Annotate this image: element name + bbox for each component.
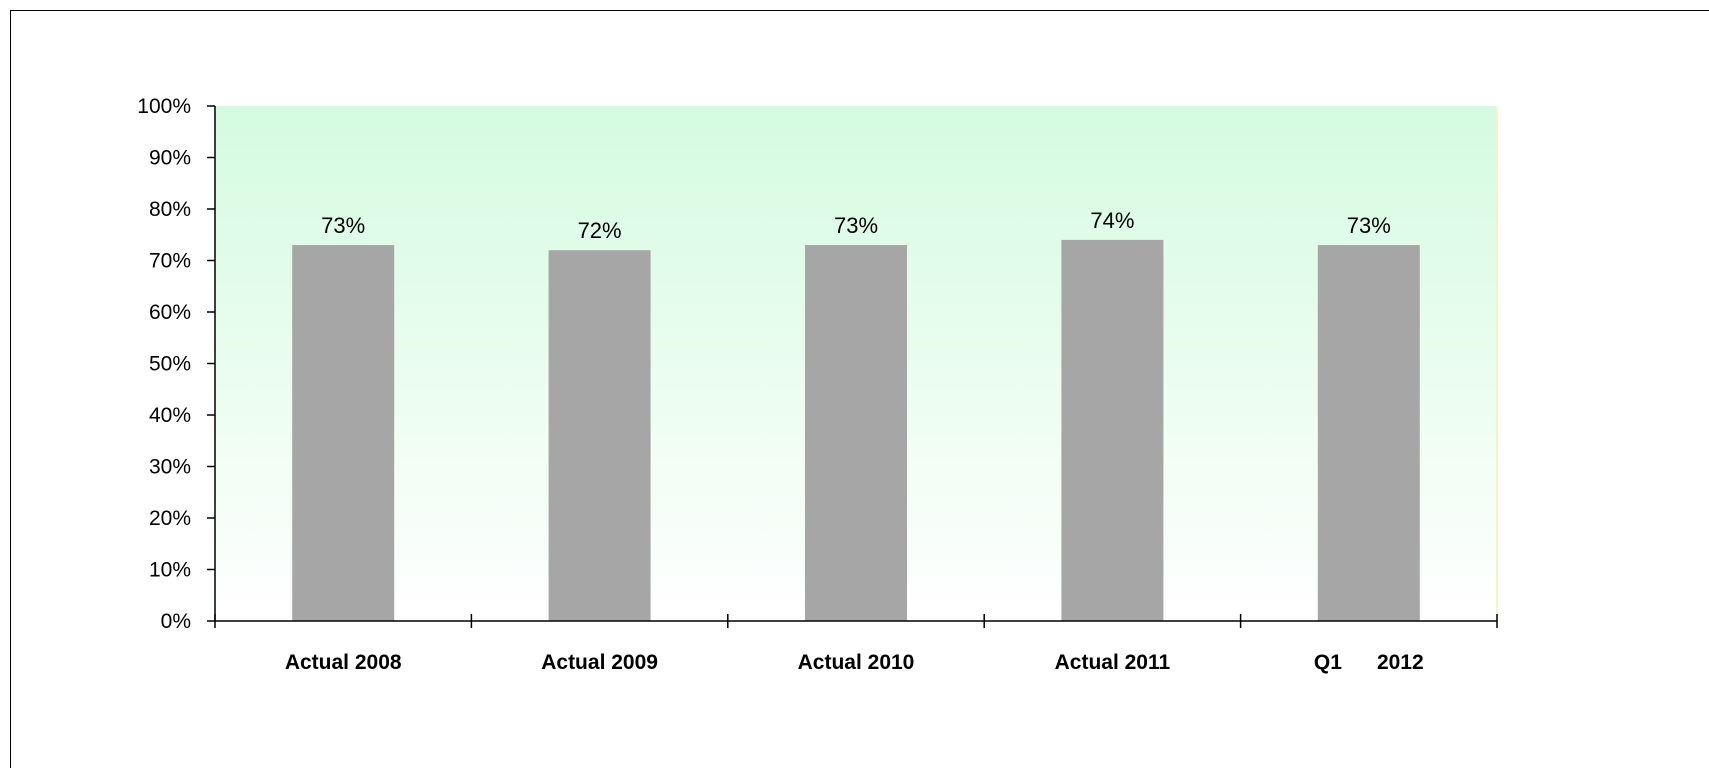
y-tick-label-10: 100% — [137, 95, 191, 118]
y-tick-label-3: 30% — [149, 456, 191, 479]
bar-2 — [548, 250, 651, 621]
y-tick-label-8: 80% — [149, 198, 191, 221]
data-label-5: 73% — [1347, 213, 1391, 238]
y-tick-label-4: 40% — [149, 404, 191, 427]
y-tick-label-1: 10% — [149, 559, 191, 582]
y-tick-label-0: 0% — [161, 610, 191, 633]
y-tick-label-5: 50% — [149, 353, 191, 376]
y-tick-label-7: 70% — [149, 250, 191, 273]
data-label-4: 74% — [1090, 208, 1134, 233]
bar-1 — [292, 245, 395, 622]
data-label-1: 73% — [321, 213, 365, 238]
x-tick-label-5: Q1 2012 — [1314, 651, 1424, 674]
data-label-2: 72% — [578, 218, 622, 243]
bar-3 — [805, 245, 907, 622]
x-tick-label-3: Actual 2010 — [798, 651, 915, 674]
data-label-3: 73% — [834, 213, 878, 238]
y-tick-label-9: 90% — [149, 147, 191, 170]
bar-4 — [1061, 239, 1164, 621]
y-tick-label-2: 20% — [149, 507, 191, 530]
x-tick-label-1: Actual 2008 — [285, 651, 402, 674]
x-tick-label-4: Actual 2011 — [1055, 651, 1171, 674]
x-tick-label-2: Actual 2009 — [541, 651, 658, 674]
y-tick-label-6: 60% — [149, 301, 191, 324]
bar-5 — [1317, 245, 1420, 622]
